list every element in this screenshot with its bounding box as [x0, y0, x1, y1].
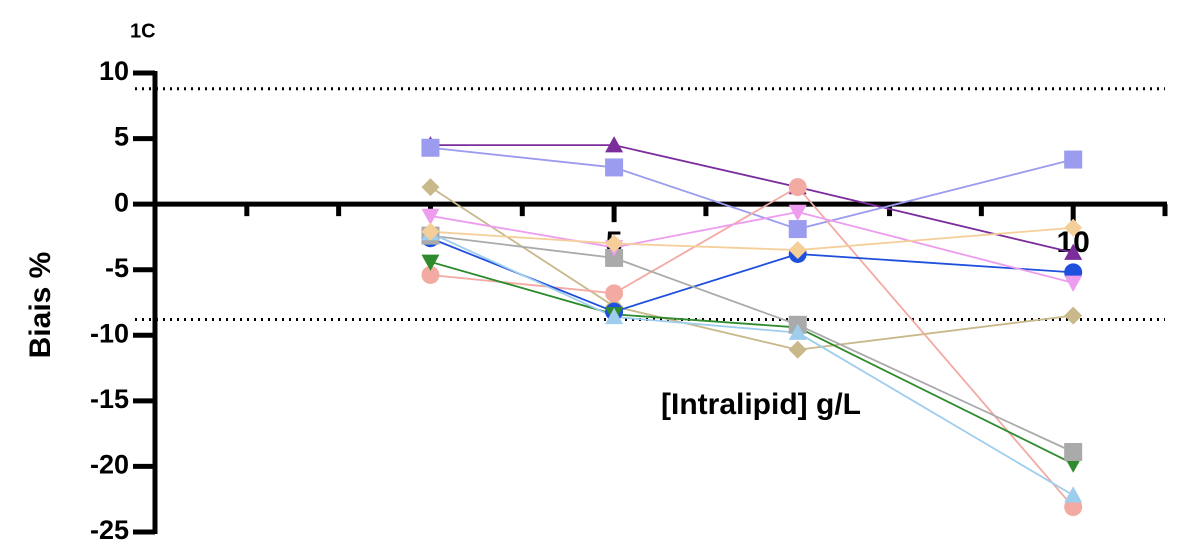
- series-line: [430, 144, 1074, 254]
- point: [421, 178, 440, 197]
- panel-label: 1C: [130, 20, 156, 42]
- point: [788, 323, 807, 340]
- series-line: [430, 232, 1074, 497]
- point: [1064, 486, 1083, 503]
- point: [1064, 243, 1083, 260]
- series-line: [430, 260, 1074, 465]
- point: [421, 138, 440, 157]
- point: [421, 254, 440, 271]
- point: [605, 234, 624, 253]
- point: [421, 208, 440, 225]
- point: [788, 241, 807, 260]
- point: [605, 248, 624, 267]
- y-tick-label: 5: [114, 122, 129, 152]
- point: [421, 265, 440, 284]
- point: [788, 220, 807, 239]
- point: [605, 158, 624, 177]
- y-tick-label: -25: [90, 515, 129, 545]
- y-tick-label: 0: [114, 187, 129, 217]
- y-axis-label: Biais %: [24, 252, 57, 359]
- y-tick-label: 10: [99, 56, 129, 86]
- y-tick-label: -10: [90, 318, 129, 348]
- y-tick-label: -15: [90, 384, 129, 414]
- point: [1064, 498, 1083, 517]
- point: [605, 136, 624, 153]
- point: [1064, 443, 1083, 462]
- point: [788, 178, 807, 197]
- point: [1064, 275, 1083, 292]
- point: [1064, 218, 1083, 237]
- y-tick-label: -20: [90, 450, 129, 480]
- series-line: [430, 226, 1074, 251]
- point: [788, 340, 807, 359]
- point: [1064, 306, 1083, 325]
- series-line: [430, 234, 1074, 453]
- point: [421, 222, 440, 241]
- x-axis-label: [Intralipid] g/L: [661, 388, 861, 421]
- point: [605, 284, 624, 303]
- series-line: [430, 185, 1074, 508]
- y-tick-label: -5: [105, 253, 129, 283]
- point: [788, 204, 807, 222]
- series-line: [430, 146, 1074, 230]
- point: [605, 307, 624, 325]
- series-line: [430, 211, 1074, 284]
- point: [1064, 150, 1083, 169]
